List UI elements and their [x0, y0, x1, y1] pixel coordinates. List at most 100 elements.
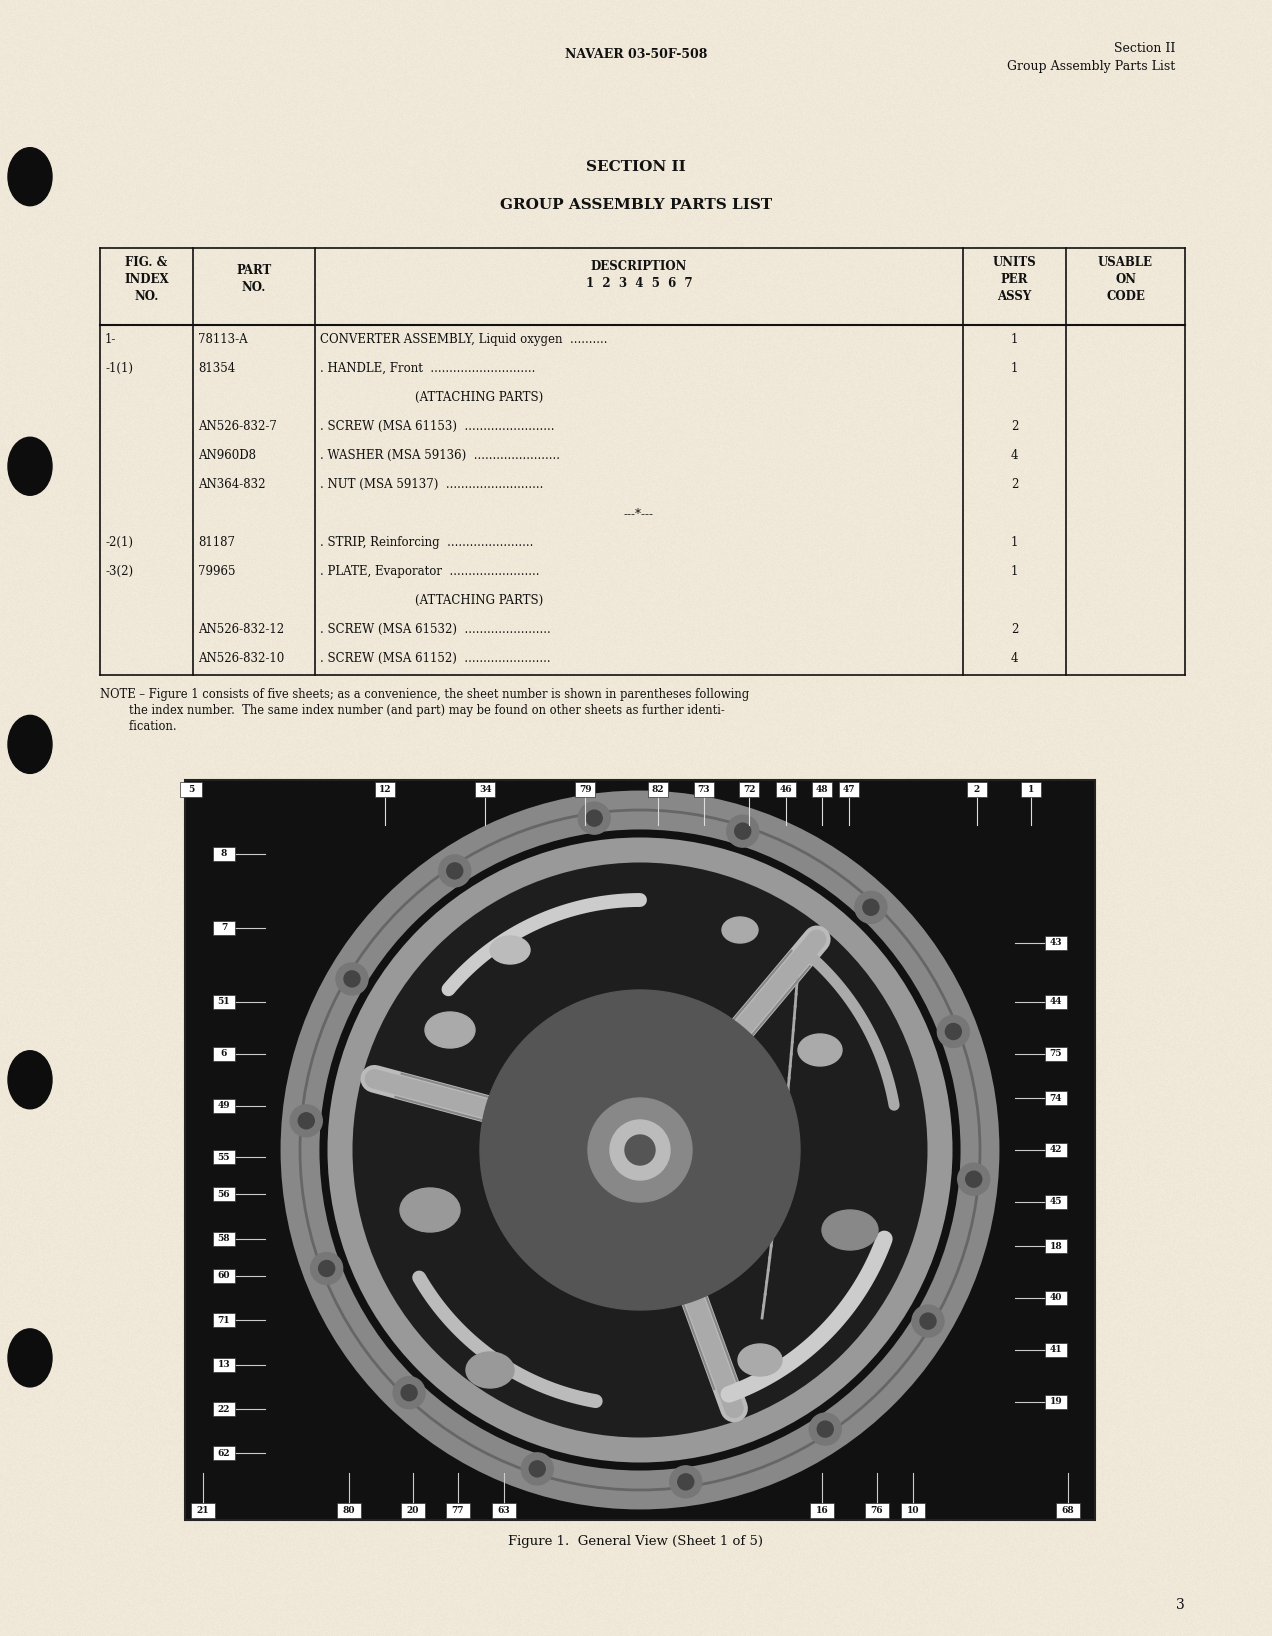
- Text: 63: 63: [497, 1507, 510, 1515]
- Text: Figure 1.  General View (Sheet 1 of 5): Figure 1. General View (Sheet 1 of 5): [509, 1535, 763, 1548]
- Text: 75: 75: [1049, 1049, 1062, 1058]
- Circle shape: [670, 1466, 702, 1499]
- FancyBboxPatch shape: [693, 782, 714, 797]
- Text: . NUT (MSA 59137)  ..........................: . NUT (MSA 59137) ......................…: [321, 478, 543, 491]
- FancyBboxPatch shape: [212, 1232, 235, 1245]
- Text: 55: 55: [218, 1153, 230, 1162]
- Text: 42: 42: [1049, 1145, 1062, 1155]
- Circle shape: [625, 1135, 655, 1165]
- Text: NOTE – Figure 1 consists of five sheets; as a convenience, the sheet number is s: NOTE – Figure 1 consists of five sheets;…: [100, 689, 749, 700]
- Text: UNITS: UNITS: [992, 255, 1037, 268]
- Ellipse shape: [8, 1328, 52, 1387]
- Text: PART: PART: [237, 263, 272, 276]
- Text: 5: 5: [188, 785, 195, 793]
- FancyBboxPatch shape: [491, 1503, 515, 1518]
- Text: 3: 3: [1177, 1598, 1186, 1611]
- FancyBboxPatch shape: [212, 995, 235, 1009]
- FancyBboxPatch shape: [1046, 1194, 1067, 1209]
- Text: SECTION II: SECTION II: [586, 160, 686, 173]
- Text: AN526-832-7: AN526-832-7: [198, 420, 277, 434]
- Text: 10: 10: [907, 1507, 920, 1515]
- FancyBboxPatch shape: [337, 1503, 361, 1518]
- Text: AN526-832-10: AN526-832-10: [198, 653, 284, 664]
- Text: -1(1): -1(1): [106, 362, 134, 375]
- Text: CONVERTER ASSEMBLY, Liquid oxygen  ..........: CONVERTER ASSEMBLY, Liquid oxygen ......…: [321, 334, 608, 345]
- FancyBboxPatch shape: [865, 1503, 889, 1518]
- FancyBboxPatch shape: [1046, 1291, 1067, 1306]
- Text: CODE: CODE: [1107, 290, 1145, 303]
- Circle shape: [343, 970, 360, 987]
- Text: AN526-832-12: AN526-832-12: [198, 623, 284, 636]
- Circle shape: [336, 964, 368, 995]
- Text: 19: 19: [1049, 1397, 1062, 1405]
- Text: 41: 41: [1049, 1345, 1062, 1355]
- FancyBboxPatch shape: [476, 782, 495, 797]
- Circle shape: [319, 1260, 335, 1276]
- Text: 73: 73: [697, 785, 710, 793]
- Circle shape: [310, 1253, 342, 1284]
- FancyBboxPatch shape: [649, 782, 668, 797]
- FancyBboxPatch shape: [212, 1402, 235, 1417]
- Text: 6: 6: [221, 1049, 228, 1058]
- Text: (ATTACHING PARTS): (ATTACHING PARTS): [415, 594, 543, 607]
- Text: 13: 13: [218, 1360, 230, 1369]
- Circle shape: [965, 1171, 982, 1188]
- FancyBboxPatch shape: [375, 782, 396, 797]
- FancyBboxPatch shape: [575, 782, 595, 797]
- Ellipse shape: [8, 1050, 52, 1109]
- Text: ASSY: ASSY: [997, 290, 1032, 303]
- Text: 2: 2: [973, 785, 979, 793]
- Text: 49: 49: [218, 1101, 230, 1111]
- Circle shape: [678, 1474, 693, 1490]
- Text: 81187: 81187: [198, 537, 235, 550]
- Circle shape: [937, 1016, 969, 1047]
- Ellipse shape: [425, 1013, 474, 1049]
- Text: 1: 1: [1011, 537, 1018, 550]
- Ellipse shape: [722, 918, 758, 942]
- Circle shape: [393, 1378, 425, 1409]
- Text: 62: 62: [218, 1449, 230, 1458]
- Text: -3(2): -3(2): [106, 564, 134, 578]
- Text: 2: 2: [1011, 623, 1018, 636]
- FancyBboxPatch shape: [967, 782, 987, 797]
- FancyBboxPatch shape: [1046, 1091, 1067, 1106]
- Circle shape: [912, 1306, 944, 1337]
- Circle shape: [529, 1461, 546, 1477]
- FancyBboxPatch shape: [901, 1503, 925, 1518]
- Text: 34: 34: [480, 785, 491, 793]
- Ellipse shape: [399, 1188, 460, 1232]
- FancyBboxPatch shape: [812, 782, 832, 797]
- Text: DESCRIPTION: DESCRIPTION: [590, 260, 687, 273]
- Text: USABLE: USABLE: [1098, 255, 1152, 268]
- Ellipse shape: [490, 936, 530, 964]
- Text: 48: 48: [815, 785, 828, 793]
- FancyBboxPatch shape: [212, 1188, 235, 1201]
- Text: 7: 7: [221, 923, 228, 933]
- Text: 56: 56: [218, 1189, 230, 1199]
- Text: 2: 2: [1011, 478, 1018, 491]
- Text: 18: 18: [1049, 1242, 1062, 1250]
- Ellipse shape: [8, 715, 52, 774]
- Text: 40: 40: [1049, 1294, 1062, 1302]
- Text: 12: 12: [379, 785, 392, 793]
- Text: 46: 46: [780, 785, 792, 793]
- Circle shape: [439, 856, 471, 887]
- Ellipse shape: [668, 1026, 731, 1073]
- FancyBboxPatch shape: [212, 1047, 235, 1060]
- Text: . SCREW (MSA 61153)  ........................: . SCREW (MSA 61153) ....................…: [321, 420, 555, 434]
- FancyBboxPatch shape: [446, 1503, 469, 1518]
- Text: 1: 1: [1011, 564, 1018, 578]
- Text: 8: 8: [221, 849, 228, 859]
- Circle shape: [298, 1112, 314, 1129]
- Text: 1: 1: [1011, 362, 1018, 375]
- Text: 77: 77: [452, 1507, 464, 1515]
- Text: 44: 44: [1049, 998, 1062, 1006]
- Circle shape: [809, 1414, 841, 1445]
- Text: (ATTACHING PARTS): (ATTACHING PARTS): [415, 391, 543, 404]
- FancyBboxPatch shape: [212, 921, 235, 936]
- FancyBboxPatch shape: [1046, 1394, 1067, 1409]
- Text: NO.: NO.: [135, 290, 159, 303]
- Text: GROUP ASSEMBLY PARTS LIST: GROUP ASSEMBLY PARTS LIST: [500, 198, 772, 213]
- Text: 4: 4: [1011, 448, 1019, 461]
- Text: . HANDLE, Front  ............................: . HANDLE, Front ........................…: [321, 362, 536, 375]
